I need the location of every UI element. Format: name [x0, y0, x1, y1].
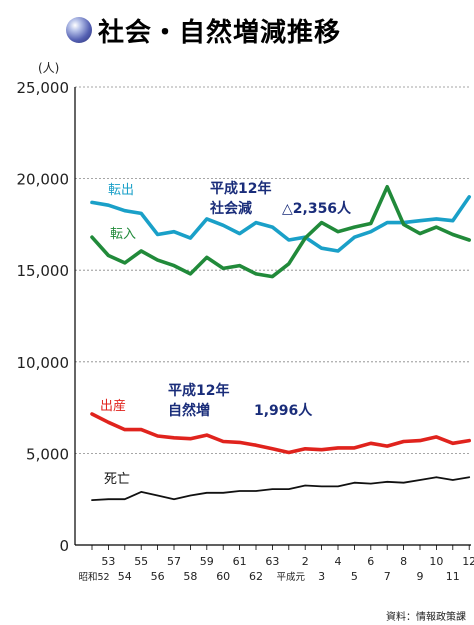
- grid-lines: [75, 86, 471, 454]
- series-line-転入: [90, 185, 472, 279]
- x-tick-label: 昭和52: [78, 572, 109, 583]
- x-tick-label: 56: [151, 570, 165, 583]
- y-tick-label: 15,000: [17, 262, 70, 280]
- x-tick-label: 10: [429, 555, 443, 568]
- legend-label: 死亡: [104, 472, 130, 487]
- annotation-year: 平成12年: [168, 382, 229, 399]
- title-area: 社会・自然増減推移: [66, 10, 341, 50]
- annotation-value: 1,996人: [254, 402, 313, 419]
- x-tick-label: 59: [200, 555, 214, 568]
- axes: [74, 87, 471, 550]
- x-tick-label: 53: [101, 555, 115, 568]
- series-lines: [90, 185, 472, 502]
- series-line-出産: [90, 412, 472, 455]
- x-tick-label: 3: [318, 570, 325, 583]
- series-line-転出: [90, 195, 472, 253]
- x-tick-label: 62: [249, 570, 263, 583]
- y-tick-label: 0: [59, 537, 69, 555]
- annotation-year: 平成12年: [210, 180, 271, 197]
- chart-title: 社会・自然増減推移: [98, 17, 342, 48]
- x-tick-label: 7: [384, 570, 391, 583]
- x-tick-label: 8: [400, 555, 407, 568]
- x-tick-label: 2: [302, 555, 309, 568]
- x-tick-label: 平成元: [277, 571, 306, 583]
- y-tick-label: 20,000: [17, 171, 70, 189]
- x-tick-label: 12: [462, 555, 474, 568]
- annotation-value: △2,356人: [282, 200, 352, 217]
- x-tick-label: 63: [265, 555, 279, 568]
- x-tick-label: 58: [183, 570, 197, 583]
- x-tick-label: 4: [335, 555, 342, 568]
- y-unit-label: (人): [38, 61, 59, 75]
- x-tick-label: 61: [233, 555, 247, 568]
- legend-label: 転入: [110, 227, 136, 242]
- source-note: 資料：情報政策課: [386, 610, 466, 623]
- annotation-label: 自然増: [168, 402, 210, 419]
- y-tick-label: 25,000: [17, 79, 70, 97]
- legend-label: 転出: [108, 183, 134, 198]
- legend-label: 出産: [100, 398, 126, 414]
- x-tick-label: 11: [446, 570, 460, 583]
- x-tick-label: 55: [134, 555, 148, 568]
- x-tick-label: 57: [167, 555, 181, 568]
- y-tick-label: 10,000: [17, 354, 70, 372]
- annotation-label: 社会減: [209, 200, 252, 217]
- x-tick-label: 9: [417, 570, 424, 583]
- x-tick-label: 54: [118, 570, 132, 583]
- y-tick-label: 5,000: [26, 445, 69, 463]
- x-tick-label: 6: [367, 555, 374, 568]
- x-tick-label: 60: [216, 570, 230, 583]
- series-line-死亡: [91, 476, 471, 502]
- title-bullet-icon: [66, 17, 92, 43]
- x-tick-label: 5: [351, 570, 358, 583]
